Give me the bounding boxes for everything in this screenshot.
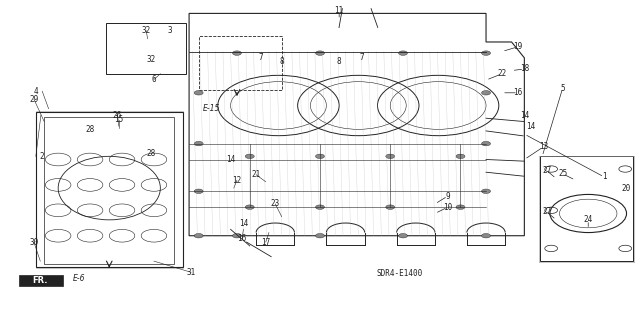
Text: 6: 6 xyxy=(152,75,156,84)
Circle shape xyxy=(386,205,395,209)
Text: 7: 7 xyxy=(359,53,364,62)
Text: 32: 32 xyxy=(146,55,156,64)
Circle shape xyxy=(481,51,490,55)
Text: 14: 14 xyxy=(239,219,248,227)
Circle shape xyxy=(316,154,324,159)
Circle shape xyxy=(316,234,324,238)
Text: 27: 27 xyxy=(542,166,551,175)
Text: FR.: FR. xyxy=(33,276,48,285)
Circle shape xyxy=(232,51,241,55)
Circle shape xyxy=(386,154,395,159)
Circle shape xyxy=(456,205,465,209)
Text: 28: 28 xyxy=(146,149,156,158)
Circle shape xyxy=(399,51,408,55)
Circle shape xyxy=(316,51,324,55)
Text: 26: 26 xyxy=(113,111,122,120)
Text: SDR4-E1400: SDR4-E1400 xyxy=(376,269,422,278)
Text: 32: 32 xyxy=(141,26,151,35)
Text: 20: 20 xyxy=(622,184,631,193)
Text: 16: 16 xyxy=(513,88,523,97)
Text: 19: 19 xyxy=(513,42,523,51)
Text: 14: 14 xyxy=(520,111,529,120)
Text: 17: 17 xyxy=(261,238,270,247)
Text: 3: 3 xyxy=(168,26,172,35)
Text: 9: 9 xyxy=(445,191,450,201)
Circle shape xyxy=(481,234,490,238)
Circle shape xyxy=(245,154,254,159)
Text: 28: 28 xyxy=(86,125,95,134)
Circle shape xyxy=(316,205,324,209)
Circle shape xyxy=(194,189,203,194)
Circle shape xyxy=(194,141,203,146)
Circle shape xyxy=(245,205,254,209)
Text: 5: 5 xyxy=(561,84,565,93)
Circle shape xyxy=(194,91,203,95)
Text: 8: 8 xyxy=(280,56,284,65)
Text: 12: 12 xyxy=(232,176,242,185)
Text: 22: 22 xyxy=(497,69,507,78)
Text: E-6: E-6 xyxy=(73,274,86,283)
Text: 27: 27 xyxy=(542,207,551,216)
Text: 2: 2 xyxy=(40,152,45,161)
Text: 31: 31 xyxy=(186,268,196,277)
FancyBboxPatch shape xyxy=(19,275,63,286)
Text: 11: 11 xyxy=(335,6,344,15)
Text: 13: 13 xyxy=(539,142,548,151)
Text: 14: 14 xyxy=(526,122,536,131)
Text: 14: 14 xyxy=(226,155,236,164)
Text: 8: 8 xyxy=(337,56,342,65)
Text: 30: 30 xyxy=(29,238,38,247)
Text: 7: 7 xyxy=(259,53,264,62)
Text: 29: 29 xyxy=(29,95,38,104)
Text: 24: 24 xyxy=(584,215,593,224)
Circle shape xyxy=(194,234,203,238)
Circle shape xyxy=(481,91,490,95)
Text: 10: 10 xyxy=(443,203,452,211)
Text: 1: 1 xyxy=(602,173,607,182)
Text: E-15: E-15 xyxy=(203,104,220,113)
Circle shape xyxy=(481,141,490,146)
Text: 21: 21 xyxy=(252,170,260,179)
Circle shape xyxy=(232,234,241,238)
Text: 15: 15 xyxy=(114,115,124,124)
Circle shape xyxy=(399,234,408,238)
Circle shape xyxy=(481,189,490,194)
Text: 16: 16 xyxy=(237,234,246,243)
Text: 25: 25 xyxy=(558,169,567,178)
Text: 4: 4 xyxy=(33,87,38,96)
Text: 18: 18 xyxy=(520,64,529,73)
Text: 23: 23 xyxy=(271,199,280,208)
Circle shape xyxy=(456,154,465,159)
